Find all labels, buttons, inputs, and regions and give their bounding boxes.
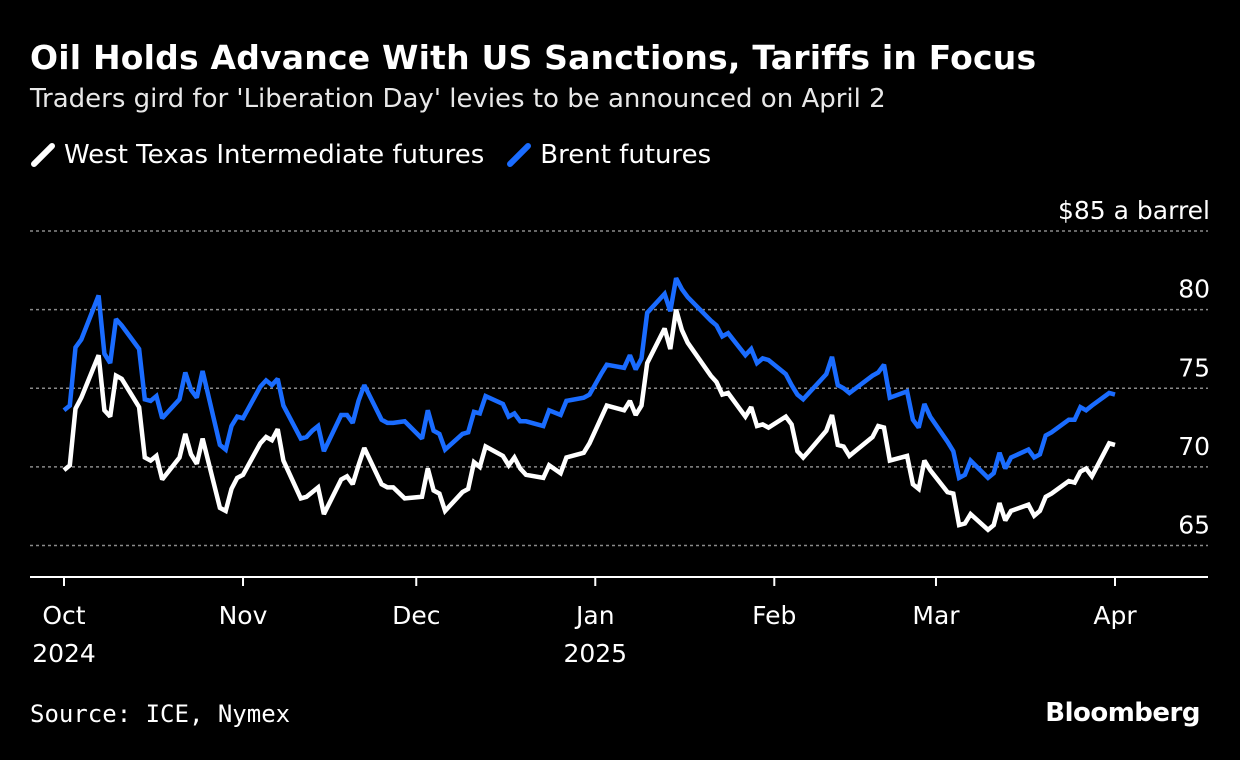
series-lines <box>62 277 1116 533</box>
x-tick-label-dec: Dec <box>392 601 440 630</box>
y-tick-label-75: 75 <box>1178 353 1210 382</box>
gridlines <box>30 230 1208 547</box>
y-tick-label-65: 65 <box>1178 511 1210 540</box>
legend-swatch-brent <box>507 143 532 167</box>
legend-label-brent: Brent futures <box>540 140 712 170</box>
x-tick-year-2024: 2024 <box>32 639 96 668</box>
y-axis-ticks: 65 70 75 80 $85 a barrel <box>1058 196 1210 540</box>
x-tick-label-nov: Nov <box>219 601 268 630</box>
chart-subtitle: Traders gird for 'Liberation Day' levies… <box>30 84 886 114</box>
legend-item-wti: West Texas Intermediate futures <box>30 140 484 170</box>
x-tick-label-mar: Mar <box>912 601 960 630</box>
x-axis: Oct 2024 Nov Dec Jan 2025 Feb Mar Apr <box>30 576 1208 668</box>
x-tick-label-feb: Feb <box>752 601 796 630</box>
wti-series-line <box>62 308 1116 533</box>
y-tick-label-70: 70 <box>1178 432 1210 461</box>
y-tick-label-85: $85 a barrel <box>1058 196 1210 225</box>
x-tick-label-jan: Jan <box>574 601 615 630</box>
legend-swatch-wti <box>31 143 55 167</box>
legend-label-wti: West Texas Intermediate futures <box>64 140 485 170</box>
brent-series-line <box>62 277 1116 482</box>
legend: West Texas Intermediate futures Brent fu… <box>30 140 733 170</box>
x-tick-label-apr: Apr <box>1093 601 1137 630</box>
x-tick-label-oct: Oct <box>42 601 85 630</box>
bloomberg-logo: Bloomberg <box>1045 698 1200 728</box>
legend-item-brent: Brent futures <box>506 140 711 170</box>
y-tick-label-80: 80 <box>1178 275 1210 304</box>
source-note: Source: ICE, Nymex <box>30 700 291 728</box>
chart-title: Oil Holds Advance With US Sanctions, Tar… <box>30 38 1037 77</box>
x-tick-year-2025: 2025 <box>563 639 627 668</box>
